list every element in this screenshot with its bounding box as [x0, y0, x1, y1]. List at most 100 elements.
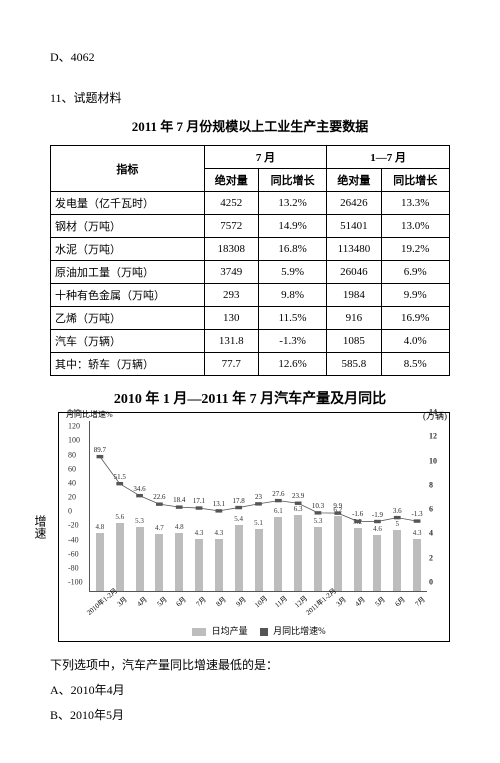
line-value-label: 27.6 [272, 489, 284, 497]
table-row: 乙烯（万吨）13011.5%91616.9% [51, 307, 450, 330]
y-left-tick: -80 [68, 563, 79, 572]
table-cell: 26426 [327, 192, 381, 215]
legend-bar-label: 日均产量 [212, 626, 248, 636]
question-text: 下列选项中，汽车产量同比增速最低的是： [50, 656, 450, 673]
x-axis-label: 7月 [194, 595, 208, 609]
table-cell: 钢材（万吨） [51, 215, 205, 238]
data-table: 指标 7 月 1—7 月 绝对量 同比增长 绝对量 同比增长 发电量（亿千瓦时）… [50, 145, 450, 376]
line-value-label: 18.4 [173, 496, 185, 504]
x-axis-label: 8月 [214, 595, 228, 609]
line-value-label: 10.3 [312, 502, 324, 510]
x-axis-label: 5月 [373, 595, 387, 609]
table-cell: 9.8% [258, 284, 326, 307]
table-cell: 1085 [327, 330, 381, 353]
table-cell: 11.5% [258, 307, 326, 330]
legend-line-label: 月同比增速% [273, 626, 326, 636]
y-left-tick: -100 [68, 578, 83, 587]
y-right-tick: 14 [429, 408, 437, 417]
option-a[interactable]: A、2010年4月 [50, 681, 450, 698]
y-left-tick: 100 [68, 436, 80, 445]
table-cell: 8.5% [381, 353, 449, 376]
table-row: 十种有色金属（万吨）2939.8%19849.9% [51, 284, 450, 307]
line-value-label: 23 [255, 493, 262, 501]
line-value-label: 89.7 [94, 445, 106, 453]
col-abs-2: 绝对量 [327, 169, 381, 192]
y-left-tick: 60 [68, 464, 76, 473]
x-axis-label: 10月 [253, 594, 270, 611]
table-cell: 13.3% [381, 192, 449, 215]
table-cell: 4.0% [381, 330, 449, 353]
line-value-label: 51.5 [114, 472, 126, 480]
table-cell: 6.9% [381, 261, 449, 284]
y-left-tick: 40 [68, 478, 76, 487]
line-value-label: 9.9 [333, 502, 342, 510]
table-cell: -1.3% [258, 330, 326, 353]
x-axis-label: 6月 [393, 595, 407, 609]
col-group-ytd: 1—7 月 [327, 146, 450, 169]
y-right-tick: 6 [429, 505, 433, 514]
table-row: 原油加工量（万吨）37495.9%260466.9% [51, 261, 450, 284]
table-cell: 18308 [204, 238, 258, 261]
table-cell: 293 [204, 284, 258, 307]
x-axis-label: 7月 [413, 595, 427, 609]
table-cell: 9.9% [381, 284, 449, 307]
x-axis-label: 9月 [234, 595, 248, 609]
line-value-label: -1.3 [412, 510, 423, 518]
col-indicator: 指标 [51, 146, 205, 192]
option-b[interactable]: B、2010年5月 [50, 706, 450, 723]
table-cell: 13.2% [258, 192, 326, 215]
y-left-tick: 120 [68, 422, 80, 431]
x-axis-label: 6月 [174, 595, 188, 609]
y-right-tick: 10 [429, 456, 437, 465]
table-cell: 12.6% [258, 353, 326, 376]
line-value-label: 17.8 [233, 496, 245, 504]
col-yoy-2: 同比增长 [381, 169, 449, 192]
line-value-label: 23.9 [292, 492, 304, 500]
answer-d: D、4062 [50, 48, 450, 65]
table-cell: 水泥（万吨） [51, 238, 205, 261]
col-group-july: 7 月 [204, 146, 327, 169]
y-left-tick: -40 [68, 535, 79, 544]
table-cell: 113480 [327, 238, 381, 261]
table-cell: 7572 [204, 215, 258, 238]
y-left-tick: 20 [68, 493, 76, 502]
col-abs-1: 绝对量 [204, 169, 258, 192]
table-cell: 3749 [204, 261, 258, 284]
table-cell: 13.0% [381, 215, 449, 238]
table-row: 其中：轿车（万辆）77.712.6%585.88.5% [51, 353, 450, 376]
line-value-label: 34.6 [133, 484, 145, 492]
line-value-label: 17.1 [193, 497, 205, 505]
x-axis-label: 5月 [155, 595, 169, 609]
table-cell: 51401 [327, 215, 381, 238]
y-left-tick: -20 [68, 521, 79, 530]
table-cell: 131.8 [204, 330, 258, 353]
table-cell: 十种有色金属（万吨） [51, 284, 205, 307]
table-cell: 130 [204, 307, 258, 330]
table-row: 水泥（万吨）1830816.8%11348019.2% [51, 238, 450, 261]
legend-bar-swatch [192, 628, 206, 636]
table-cell: 原油加工量（万吨） [51, 261, 205, 284]
line-value-label: 22.6 [153, 493, 165, 501]
y-right-tick: 4 [429, 529, 433, 538]
x-axis-label: 3月 [115, 595, 129, 609]
y-right-tick: 0 [429, 578, 433, 587]
table-row: 汽车（万辆）131.8-1.3%10854.0% [51, 330, 450, 353]
line-value-label: 13.1 [213, 500, 225, 508]
col-yoy-1: 同比增长 [258, 169, 326, 192]
y-right-tick: 2 [429, 553, 433, 562]
chart-title: 2010 年 1 月—2011 年 7 月汽车产量及月同比 [50, 388, 450, 408]
table-cell: 16.9% [381, 307, 449, 330]
table-row: 发电量（亿千瓦时）425213.2%2642613.3% [51, 192, 450, 215]
table-cell: 916 [327, 307, 381, 330]
line-value-label: -1.9 [372, 510, 383, 518]
question-number: 11、试题材料 [50, 89, 450, 106]
y-right-tick: 8 [429, 480, 433, 489]
y-right-tick: 12 [429, 432, 437, 441]
table-cell: 1984 [327, 284, 381, 307]
table-cell: 其中：轿车（万辆） [51, 353, 205, 376]
x-axis-label: 11月 [273, 594, 290, 610]
y-left-tick: 80 [68, 450, 76, 459]
y-left-tick: -60 [68, 549, 79, 558]
table-cell: 乙烯（万吨） [51, 307, 205, 330]
table-cell: 16.8% [258, 238, 326, 261]
